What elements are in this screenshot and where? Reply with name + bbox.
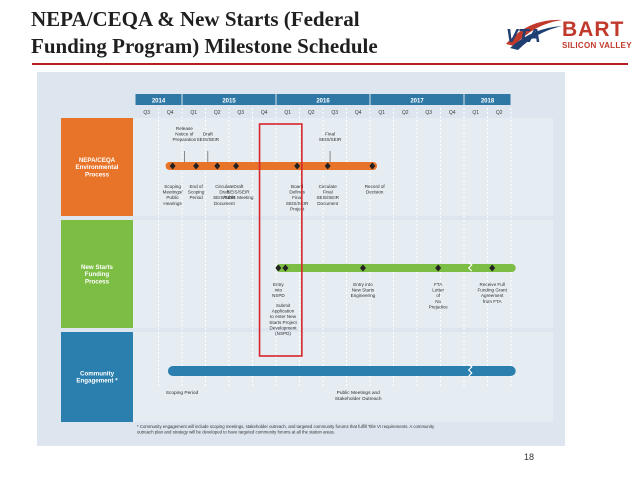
- nepa-milestone-above: Draft SEIS/SEIR: [197, 132, 220, 143]
- row-label-block-1: [61, 220, 133, 328]
- new-starts-milestone: Entry into New Starts Engineering: [351, 282, 376, 298]
- year-label-2016: 2016: [316, 99, 330, 105]
- new-starts-milestone: Entry into NSPD: [272, 282, 285, 298]
- highlight-box: [258, 123, 303, 357]
- new-starts-milestone: Receive Full Funding Grant Agreement from F…: [478, 282, 508, 304]
- quarter-label: Q1: [284, 110, 291, 116]
- timeline-break-icon: [467, 261, 473, 272]
- nepa-milestone-below: Scoping Meetings/Public Hearings: [163, 184, 184, 206]
- milestone-diamond: [435, 264, 442, 272]
- year-header-2018: [464, 94, 511, 105]
- community-timeline-bar: [167, 366, 516, 376]
- year-label-2017: 2017: [410, 99, 424, 105]
- milestone-diamond: [169, 162, 176, 170]
- nepa-milestone-below: End of Scoping Period: [188, 184, 205, 200]
- row-band-1: [133, 220, 553, 328]
- title-line-1: NEPA/CEQA & New Starts (Federal: [31, 7, 360, 31]
- new-starts-milestone: FTA Letter of No Prejudice: [429, 282, 449, 309]
- nepa-milestone-above: Final SEIS/SEIR: [319, 132, 342, 143]
- community-milestone: Scoping Period: [166, 390, 199, 396]
- logo-vta-text: VTA: [506, 26, 541, 46]
- row-label-block-2: [61, 332, 133, 422]
- milestone-schedule-chart: 2014 2015 2016 2017 2018 Q3 Q4 Q1 Q2 Q3 Q4 Q1 Q2 Q3 Q4…: [61, 94, 553, 434]
- page-number: 18: [524, 452, 535, 462]
- quarter-label: Q2: [496, 110, 503, 116]
- quarter-label: Q4: [261, 110, 268, 116]
- quarter-label: Q3: [425, 110, 432, 116]
- nepa-milestone-below: Draft SEIS/SEIR Public Meeting: [223, 184, 254, 200]
- nepa-milestone-above: Release Notice of Preparation: [172, 126, 196, 142]
- vta-bart-logo: VTA BART SILICON VALLEY: [504, 14, 634, 58]
- footnote-text: * Community engagement will include scop…: [137, 424, 435, 434]
- slide-title: NEPA/CEQA & New Starts (Federal Funding …: [31, 6, 471, 60]
- milestone-diamond: [193, 162, 200, 170]
- milestone-diamond: [324, 162, 331, 170]
- logo-silicon-valley-text: SILICON VALLEY: [562, 41, 632, 50]
- nepa-milestone-below: Record of Decision: [365, 184, 386, 195]
- nepa-milestone-below: Circulate Final SEIS/SEIR Document: [316, 184, 339, 206]
- year-label-2014: 2014: [152, 99, 166, 105]
- title-rule: [32, 63, 628, 65]
- row-band-2: [133, 332, 553, 422]
- milestone-diamond: [359, 264, 366, 272]
- quarter-label: Q4: [167, 110, 174, 116]
- logo-bart-text: BART: [562, 18, 625, 41]
- milestone-diamond: [233, 162, 240, 170]
- quarter-label: Q2: [308, 110, 315, 116]
- row-label-text-1: New Starts Funding Process: [81, 264, 114, 285]
- quarter-label: Q2: [402, 110, 409, 116]
- row-label-text-2: Community Engagement *: [76, 371, 118, 385]
- quarter-label: Q3: [331, 110, 338, 116]
- quarter-label: Q4: [355, 110, 362, 116]
- timeline-break-icon: [467, 363, 473, 377]
- nepa-milestone-below: Board Defines Final SEIS/SEIR Project: [286, 184, 309, 211]
- quarter-label: Q3: [143, 110, 150, 116]
- row-label-block-0: [61, 118, 133, 216]
- quarter-label: Q2: [214, 110, 221, 116]
- year-label-2015: 2015: [222, 99, 236, 105]
- milestone-diamond: [275, 264, 282, 272]
- year-header-2015: [182, 94, 276, 105]
- milestone-diamond: [369, 162, 376, 170]
- quarter-label: Q1: [378, 110, 385, 116]
- new-starts-timeline-bar: [276, 264, 516, 272]
- milestone-diamond: [214, 162, 221, 170]
- milestone-diamond: [282, 264, 289, 272]
- quarter-label: Q1: [472, 110, 479, 116]
- year-label-2018: 2018: [481, 99, 495, 105]
- nepa-milestone-below: Circulate Draft SEIS/SEIR Document: [213, 184, 236, 206]
- quarter-label: Q4: [449, 110, 456, 116]
- row-label-text-0: NEPA/CEQA Environmental Process: [76, 157, 119, 178]
- title-line-2: Funding Program) Milestone Schedule: [31, 34, 378, 58]
- quarter-label: Q1: [190, 110, 197, 116]
- year-header-2014: [135, 94, 182, 105]
- logo-swoosh-icon: [506, 19, 562, 50]
- quarter-label: Q3: [237, 110, 244, 116]
- community-milestone: Public Meetings and Stakeholder Outreach: [335, 390, 382, 402]
- milestone-diamond: [294, 162, 301, 170]
- year-header-2017: [370, 94, 464, 105]
- new-starts-milestone: Submit Application to enter New Starts Proj…: [269, 303, 297, 336]
- year-header-2016: [276, 94, 370, 105]
- milestone-diamond: [489, 264, 496, 272]
